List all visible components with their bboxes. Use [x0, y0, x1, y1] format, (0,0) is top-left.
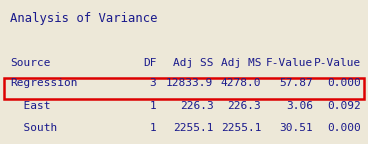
- Text: 2255.1: 2255.1: [173, 123, 213, 133]
- Text: F-Value: F-Value: [266, 58, 313, 68]
- Text: East: East: [10, 101, 51, 111]
- Text: 1: 1: [150, 101, 156, 111]
- Text: DF: DF: [143, 58, 156, 68]
- Text: 226.3: 226.3: [180, 101, 213, 111]
- Text: P-Value: P-Value: [314, 58, 361, 68]
- Text: 0.000: 0.000: [327, 78, 361, 88]
- Text: Adj SS: Adj SS: [173, 58, 213, 68]
- Text: Adj MS: Adj MS: [221, 58, 261, 68]
- Text: 1: 1: [150, 123, 156, 133]
- Text: 3: 3: [150, 78, 156, 88]
- Text: 226.3: 226.3: [227, 101, 261, 111]
- Text: 2255.1: 2255.1: [221, 123, 261, 133]
- Text: 12833.9: 12833.9: [166, 78, 213, 88]
- Text: 0.000: 0.000: [327, 123, 361, 133]
- Text: South: South: [10, 123, 57, 133]
- Bar: [4, 78, 364, 99]
- Text: 30.51: 30.51: [279, 123, 313, 133]
- Text: 0.092: 0.092: [327, 101, 361, 111]
- Text: Analysis of Variance: Analysis of Variance: [10, 12, 158, 24]
- Text: 4278.0: 4278.0: [221, 78, 261, 88]
- Text: 57.87: 57.87: [279, 78, 313, 88]
- Text: Regression: Regression: [10, 78, 78, 88]
- Text: 3.06: 3.06: [286, 101, 313, 111]
- Text: Source: Source: [10, 58, 51, 68]
